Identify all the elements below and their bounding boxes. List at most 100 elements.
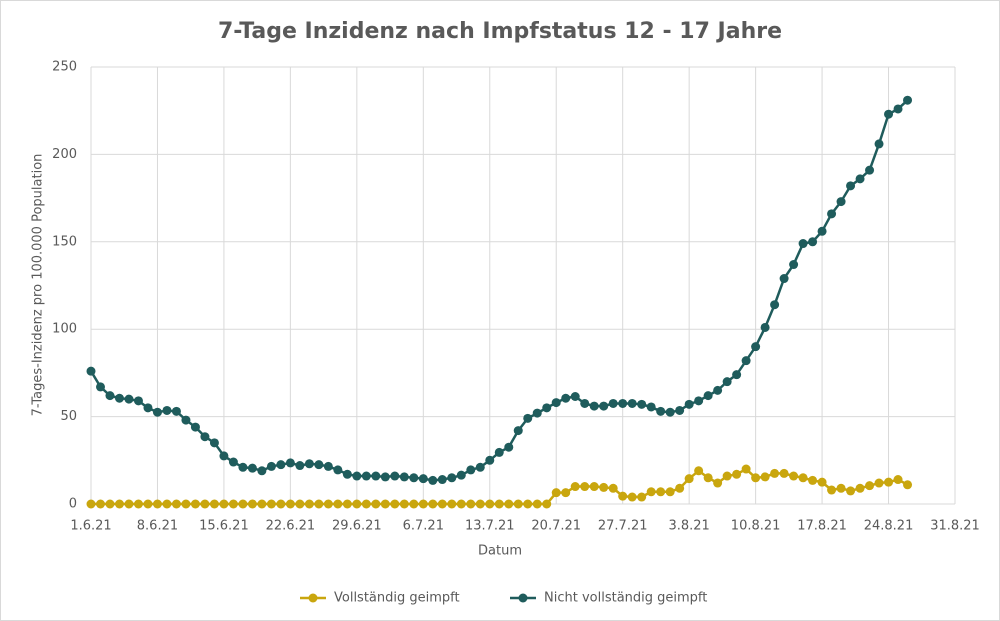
data-point <box>808 237 818 247</box>
data-point <box>751 473 761 483</box>
data-point <box>846 181 856 191</box>
data-point <box>399 499 409 509</box>
y-tick-label: 200 <box>52 147 77 162</box>
data-point <box>428 499 438 509</box>
data-point <box>209 438 219 448</box>
data-point <box>884 109 894 119</box>
data-point <box>732 469 742 479</box>
data-point <box>181 499 191 509</box>
data-point <box>523 413 533 423</box>
data-point <box>466 465 476 475</box>
data-point <box>86 366 96 376</box>
data-point <box>314 499 324 509</box>
data-point <box>295 461 305 471</box>
data-point <box>779 274 789 284</box>
legend-label: Nicht vollständig geimpft <box>544 591 707 606</box>
data-point <box>371 499 381 509</box>
data-point <box>485 499 495 509</box>
data-point <box>703 391 713 401</box>
y-tick-label: 100 <box>52 322 77 337</box>
data-point <box>247 499 257 509</box>
y-axis-label: 7-Tages-Inzidenz pro 100.000 Population <box>31 154 46 417</box>
data-point <box>304 459 314 469</box>
data-point <box>846 486 856 496</box>
data-point <box>884 477 894 487</box>
data-point <box>599 401 609 411</box>
data-point <box>86 499 96 509</box>
y-tick-label: 0 <box>69 497 77 512</box>
data-point <box>589 482 599 492</box>
data-point <box>105 391 115 401</box>
data-point <box>133 499 143 509</box>
x-tick-label: 6.7.21 <box>403 519 444 534</box>
data-point <box>817 226 827 236</box>
data-point <box>114 393 124 403</box>
data-point <box>247 463 257 473</box>
data-point <box>418 474 428 484</box>
data-point <box>722 377 732 387</box>
data-point <box>684 399 694 409</box>
data-point <box>684 474 694 484</box>
data-point <box>874 139 884 149</box>
data-point <box>504 442 514 452</box>
data-point <box>808 475 818 485</box>
data-point <box>485 455 495 465</box>
data-point <box>143 403 153 413</box>
data-point <box>589 401 599 411</box>
data-point <box>637 399 647 409</box>
x-tick-label: 8.6.21 <box>137 519 178 534</box>
data-point <box>418 499 428 509</box>
data-point <box>190 422 200 432</box>
data-point <box>656 487 666 497</box>
y-tick-label: 250 <box>52 60 77 75</box>
data-point <box>228 457 238 467</box>
data-point <box>266 499 276 509</box>
legend-marker <box>308 593 318 603</box>
data-point <box>608 398 618 408</box>
x-tick-label: 3.8.21 <box>668 519 709 534</box>
data-point <box>314 460 324 470</box>
data-point <box>209 499 219 509</box>
data-point <box>162 499 172 509</box>
data-point <box>475 462 485 472</box>
x-tick-label: 1.6.21 <box>70 519 111 534</box>
data-point <box>694 396 704 406</box>
data-point <box>893 104 903 114</box>
data-point <box>646 487 656 497</box>
data-point <box>760 322 770 332</box>
data-point <box>361 471 371 481</box>
data-point <box>352 499 362 509</box>
data-point <box>865 165 875 175</box>
data-point <box>323 499 333 509</box>
data-point <box>561 393 571 403</box>
y-tick-label: 150 <box>52 234 77 249</box>
x-tick-label: 10.8.21 <box>731 519 781 534</box>
x-tick-label: 27.7.21 <box>598 519 648 534</box>
data-point <box>219 451 229 461</box>
data-point <box>380 472 390 482</box>
data-point <box>817 477 827 487</box>
data-point <box>703 473 713 483</box>
data-point <box>855 174 865 184</box>
data-point <box>570 391 580 401</box>
data-point <box>342 499 352 509</box>
data-point <box>599 482 609 492</box>
data-point <box>627 398 637 408</box>
data-point <box>447 499 457 509</box>
data-point <box>675 483 685 493</box>
data-point <box>333 465 343 475</box>
data-point <box>190 499 200 509</box>
data-point <box>656 406 666 416</box>
data-point <box>580 398 590 408</box>
data-point <box>608 483 618 493</box>
data-point <box>285 499 295 509</box>
x-tick-label: 20.7.21 <box>531 519 581 534</box>
data-point <box>513 426 523 436</box>
data-point <box>171 499 181 509</box>
data-point <box>238 462 248 472</box>
data-point <box>903 480 913 490</box>
data-point <box>798 239 808 249</box>
data-point <box>741 356 751 366</box>
data-point <box>627 492 637 502</box>
